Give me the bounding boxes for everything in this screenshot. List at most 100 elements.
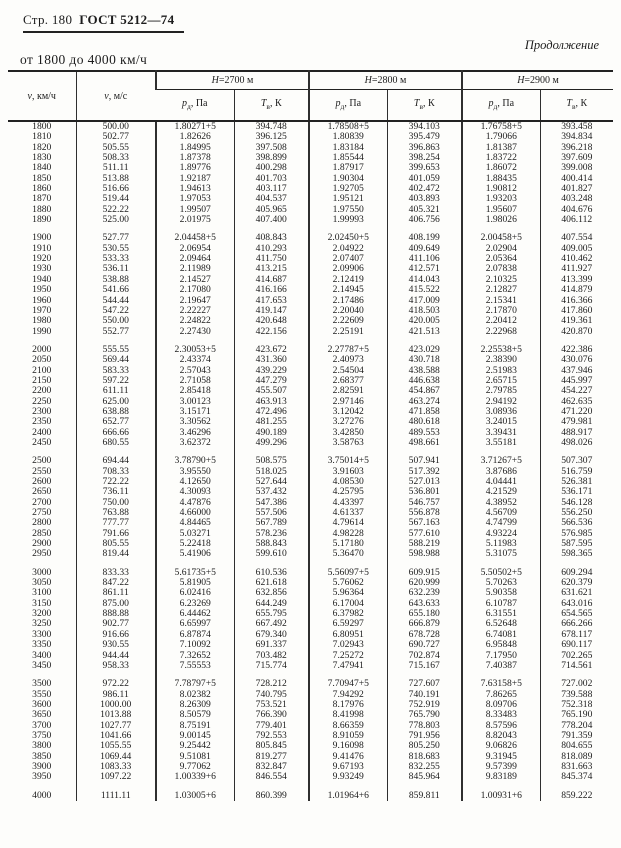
cell-value: 753.521	[233, 699, 310, 711]
cell-v-kmh: 2300	[32, 405, 52, 417]
cell-value: 708.33	[75, 466, 156, 477]
cell-value: 752.919	[386, 699, 463, 711]
altitude-header-row: v, км/ч v, м/с Н=2700 м Н=2800 м Н=2900 …	[8, 71, 614, 122]
cell-v-kmh: 3600	[32, 698, 52, 710]
cell-value: 481.255	[233, 416, 310, 428]
cell-value: 409.005	[539, 243, 614, 255]
cell-value: 419.147	[233, 305, 310, 317]
cell-value: 405.321	[386, 204, 463, 216]
col-header-t-2700: Тв, К	[233, 89, 310, 122]
cell-value: 508.33	[75, 152, 156, 164]
col-header-t-2800: Тв, К	[386, 89, 463, 122]
cell-value: 1083.33	[75, 761, 156, 773]
cell-value: 588.219	[386, 538, 463, 550]
cell-v-kmh: 3550	[32, 688, 52, 700]
table-row: 1930 536.11 2.11989 413.215 2.09906 412.571 2.…	[8, 263, 614, 275]
cell-value: 1.95607	[461, 204, 541, 216]
cell-value: 805.845	[233, 740, 310, 752]
cell-value: 409.649	[386, 243, 463, 255]
table-row: 3450 958.33 7.55553 715.774 7.47941 715.167 7.…	[8, 659, 614, 672]
table-row: 2400 666.66 3.46296 490.189 3.42850 489.553 3.…	[8, 426, 614, 438]
cell-value: 411.106	[386, 253, 463, 265]
cell-value: 4.79614	[308, 518, 388, 529]
cell-value: 2.04922	[308, 243, 388, 255]
table-row: 1920 533.33 2.09464 411.750 2.07407 411.106 2.…	[8, 253, 614, 265]
cell-value: 408.199	[386, 225, 463, 244]
table-row: 2900 805.55 5.22418 588.843 5.17180 588.219 5.…	[8, 538, 614, 550]
cell-value: 1.95121	[308, 194, 388, 205]
cell-v-kmh: 2700	[32, 496, 52, 508]
cell-value: 5.76062	[308, 577, 388, 589]
cell-value: 620.379	[539, 577, 614, 589]
cell-value: 2.27430	[155, 326, 234, 337]
cell-value: 401.059	[386, 173, 463, 185]
table-row: 3700 1027.77 8.75191 779.401 8.66359 778.803 8…	[8, 720, 614, 731]
h-symbol: Н	[211, 74, 219, 86]
cell-value: 638.88	[75, 406, 156, 418]
table-row: 3000 833.33 5.61735+5 610.536 5.56097+5 609.9…	[8, 559, 614, 579]
cell-value: 694.44	[75, 448, 156, 467]
cell-value: 752.318	[539, 699, 614, 711]
cell-value: 463.913	[233, 396, 310, 407]
cell-v-kmh: 3850	[32, 750, 52, 762]
cell-value: 5.17180	[308, 538, 388, 550]
cell-value: 728.212	[233, 671, 310, 690]
cell-value: 791.359	[539, 730, 614, 742]
cell-value: 536.11	[75, 264, 156, 275]
cell-value: 6.37982	[308, 608, 388, 620]
cell-value: 541.66	[75, 284, 156, 296]
table-row: 3050 847.22 5.81905 621.618 5.76062 620.999 5.…	[8, 577, 614, 589]
cell-value: 5.11983	[461, 538, 541, 550]
cell-value: 655.795	[233, 608, 310, 620]
cell-value: 1097.22	[75, 771, 156, 783]
table-row: 2750 763.88 4.66000 557.506 4.61337 556.878 4.…	[8, 507, 614, 519]
t-subscript: в	[419, 102, 423, 112]
cell-v-kmh: 2400	[32, 426, 52, 438]
cell-value: 819.44	[75, 549, 156, 560]
cell-v-kmh: 3450	[32, 659, 52, 671]
cell-value: 740.795	[233, 689, 310, 700]
cell-value: 4.98228	[308, 528, 388, 540]
cell-value: 8.50579	[155, 709, 234, 721]
p-subscript: д	[187, 102, 191, 112]
table-row: 1990 552.77 2.27430 422.156 2.25191 421.513 2.…	[8, 326, 614, 337]
cell-v-kmh: 3950	[32, 771, 52, 783]
cell-value: 6.23269	[155, 598, 234, 610]
cell-value: 394.748	[233, 121, 310, 133]
table-row: 2000 555.55 2.30053+5 423.672 2.27787+5 423.0…	[8, 336, 614, 356]
cell-value: 2.25191	[308, 326, 388, 337]
cell-value: 667.492	[233, 619, 310, 630]
altitude-group-2900: Н=2900 м	[461, 71, 614, 90]
gost-number: ГОСТ 5212—74	[79, 12, 175, 27]
cell-v-kmh: 1910	[32, 242, 52, 254]
cell-v-kmh: 4000	[32, 789, 52, 801]
cell-value: 4.61337	[308, 507, 388, 519]
cell-value: 394.103	[386, 121, 463, 133]
cell-value: 397.609	[539, 152, 614, 164]
cell-value: 860.399	[233, 782, 310, 801]
cell-value: 819.277	[233, 751, 310, 762]
cell-value: 679.340	[233, 629, 310, 641]
cell-value: 714.561	[539, 660, 614, 672]
cell-value: 2.22227	[155, 305, 234, 317]
cell-value: 1.76758+5	[461, 121, 541, 133]
cell-value: 1041.66	[75, 730, 156, 742]
cell-value: 537.432	[233, 486, 310, 498]
cell-v-kmh: 3800	[32, 740, 52, 752]
cell-v-kmh: 1870	[32, 193, 52, 205]
continuation-note: Продолжение	[524, 38, 599, 52]
cell-value: 430.718	[386, 354, 463, 366]
cell-v-kmh: 3150	[32, 597, 52, 609]
cell-value: 9.67193	[308, 761, 388, 773]
cell-value: 499.296	[233, 437, 310, 449]
cell-v-kmh: 1830	[32, 152, 52, 164]
table-row: 1870 519.44 1.97053 404.537 1.95121 403.893 1.…	[8, 193, 614, 205]
cell-value: 507.941	[386, 448, 463, 467]
cell-value: 400.414	[539, 173, 614, 185]
cell-value: 609.294	[539, 559, 614, 579]
cell-v-kmh: 1930	[32, 263, 52, 275]
h-symbol: Н	[364, 74, 372, 86]
cell-v-kmh: 2800	[32, 517, 52, 529]
cell-value: 8.91059	[308, 730, 388, 742]
cell-value: 1.86072	[461, 163, 541, 174]
